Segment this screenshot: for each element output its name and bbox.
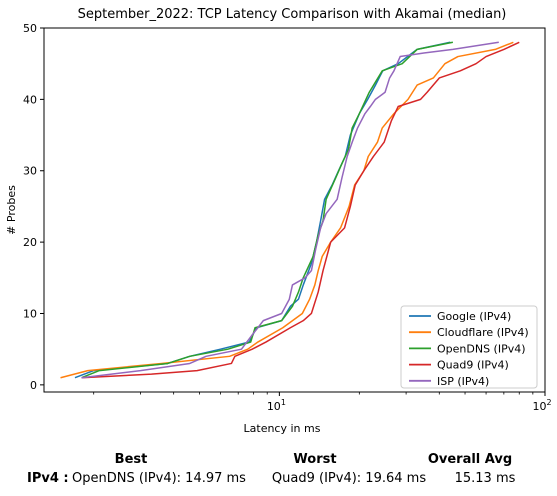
plot-lines [60, 41, 520, 379]
y-axis: 0 10 20 30 40 50 [23, 22, 44, 392]
chart-title: September_2022: TCP Latency Comparison w… [78, 7, 507, 22]
y-tick-label-4: 40 [23, 93, 37, 106]
summary-best-header: Best [114, 452, 148, 467]
series-line-3 [81, 41, 520, 379]
legend-label-3: Quad9 (IPv4) [437, 359, 509, 372]
x-tick-label-1: 102 [532, 398, 551, 413]
y-tick-label-3: 30 [23, 165, 37, 178]
legend-label-4: ISP (IPv4) [437, 375, 489, 388]
y-tick-label-2: 20 [23, 236, 37, 249]
y-axis-label: # Probes [5, 185, 18, 235]
y-tick-label-5: 50 [23, 22, 37, 35]
summary-avg-value: 15.13 ms [454, 471, 516, 486]
summary-avg-header: Overall Avg [427, 452, 513, 467]
summary-worst-value: Quad9 (IPv4): 19.64 ms [271, 471, 427, 486]
summary-best-value: OpenDNS (IPv4): 14.97 ms [72, 471, 246, 486]
series-line-1 [60, 41, 514, 379]
series-line-4 [81, 41, 499, 379]
legend-label-0: Google (IPv4) [437, 310, 511, 323]
series-line-2 [81, 41, 454, 379]
legend-label-2: OpenDNS (IPv4) [437, 342, 526, 355]
plot-frame [43, 27, 546, 393]
legend-box [400, 305, 538, 389]
summary-worst-header: Worst [293, 452, 337, 467]
y-tick-label-0: 0 [30, 379, 37, 392]
y-tick-label-1: 10 [23, 307, 37, 320]
series-line-0 [74, 41, 451, 379]
x-axis-label: Latency in ms [244, 422, 321, 435]
x-axis: 101 102 [93, 392, 552, 413]
legend: Google (IPv4) Cloudflare (IPv4) OpenDNS (I… [400, 305, 538, 389]
summary-row-label: IPv4 : [27, 471, 69, 486]
legend-label-1: Cloudflare (IPv4) [437, 326, 529, 339]
x-tick-label-0: 101 [267, 398, 286, 413]
